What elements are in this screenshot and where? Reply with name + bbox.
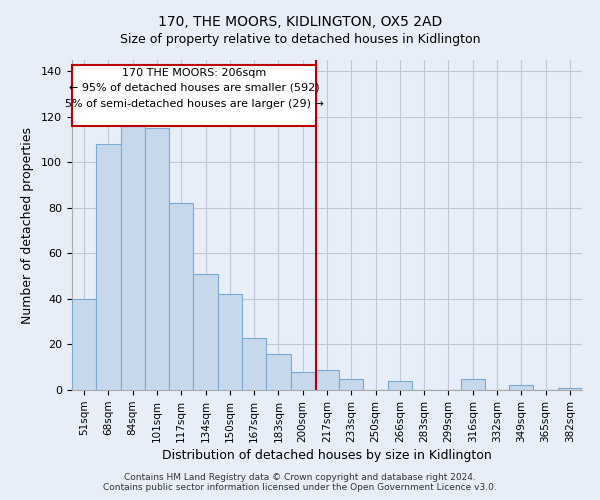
Bar <box>169 204 193 390</box>
Bar <box>388 381 412 390</box>
Text: 5% of semi-detached houses are larger (29) →: 5% of semi-detached houses are larger (2… <box>65 98 323 108</box>
Y-axis label: Number of detached properties: Number of detached properties <box>21 126 34 324</box>
Bar <box>121 126 145 390</box>
Bar <box>266 354 290 390</box>
Bar <box>242 338 266 390</box>
Bar <box>72 299 96 390</box>
Text: ← 95% of detached houses are smaller (592): ← 95% of detached houses are smaller (59… <box>69 83 319 93</box>
Bar <box>96 144 121 390</box>
Bar <box>315 370 339 390</box>
Bar <box>218 294 242 390</box>
Bar <box>290 372 315 390</box>
Bar <box>145 128 169 390</box>
FancyBboxPatch shape <box>72 64 316 126</box>
Text: 170, THE MOORS, KIDLINGTON, OX5 2AD: 170, THE MOORS, KIDLINGTON, OX5 2AD <box>158 15 442 29</box>
Bar <box>193 274 218 390</box>
Text: Size of property relative to detached houses in Kidlington: Size of property relative to detached ho… <box>120 32 480 46</box>
Bar <box>339 378 364 390</box>
Bar <box>461 378 485 390</box>
Bar <box>509 386 533 390</box>
Text: 170 THE MOORS: 206sqm: 170 THE MOORS: 206sqm <box>122 68 266 78</box>
Bar <box>558 388 582 390</box>
X-axis label: Distribution of detached houses by size in Kidlington: Distribution of detached houses by size … <box>162 449 492 462</box>
Text: Contains HM Land Registry data © Crown copyright and database right 2024.
Contai: Contains HM Land Registry data © Crown c… <box>103 473 497 492</box>
